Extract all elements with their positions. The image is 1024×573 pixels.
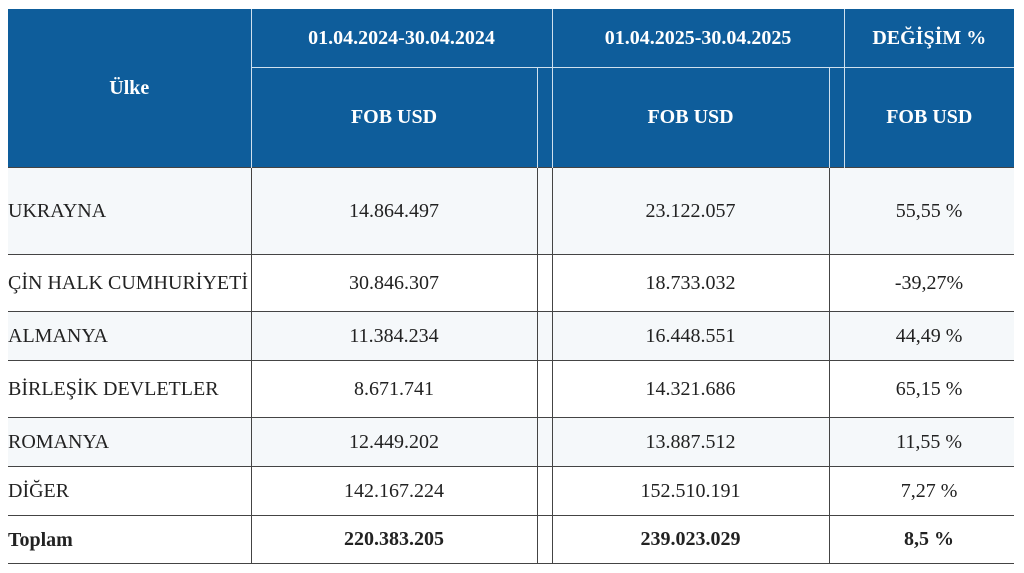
header-fob-2024: FOB USD [250,67,537,168]
header-gap-2 [828,67,845,168]
table-row: ÇİN HALK CUMHURİYETİ 30.846.307 18.733.0… [8,254,1015,312]
value-2025-cell: 23.122.057 [551,167,830,255]
gap-cell [828,311,845,361]
value-2025-cell: 18.733.032 [551,254,830,312]
value-2025-cell: 14.321.686 [551,360,830,418]
header-row-periods: Ülke 01.04.2024-30.04.2024 01.04.2025-30… [8,9,1015,168]
country-cell: ÇİN HALK CUMHURİYETİ [8,254,251,312]
country-cell: DİĞER [8,466,251,516]
value-2025-cell: 16.448.551 [551,311,830,361]
header-change: DEĞİŞİM % [843,9,1015,68]
table-row: DİĞER 142.167.224 152.510.191 7,27 % [8,466,1015,516]
total-row: Toplam 220.383.205 239.023.029 8,5 % [8,515,1015,564]
value-2024-cell: 142.167.224 [250,466,537,516]
header-gap-1 [536,67,553,168]
change-cell: -39,27% [844,254,1015,312]
header-period-2025: 01.04.2025-30.04.2025 [551,9,845,68]
value-2024-cell: 30.846.307 [250,254,537,312]
gap-cell [828,167,845,255]
export-table: Ülke 01.04.2024-30.04.2024 01.04.2025-30… [8,9,1015,564]
country-cell: ROMANYA [8,417,251,467]
header-row-units: FOB USD FOB USD FOB USD [8,67,1015,168]
table-row: BİRLEŞİK DEVLETLER 8.671.741 14.321.686 … [8,360,1015,418]
value-2024-cell: 11.384.234 [250,311,537,361]
total-2025-cell: 239.023.029 [551,515,830,564]
gap-cell [828,515,845,564]
gap-cell [536,417,553,467]
header-period-2024: 01.04.2024-30.04.2024 [250,9,553,68]
gap-cell [536,360,553,418]
table-row: ALMANYA 11.384.234 16.448.551 44,49 % [8,311,1015,361]
total-change-cell: 8,5 % [844,515,1015,564]
change-cell: 7,27 % [844,466,1015,516]
change-cell: 55,55 % [844,167,1015,255]
table-row: ROMANYA 12.449.202 13.887.512 11,55 % [8,417,1015,467]
gap-cell [828,360,845,418]
change-cell: 65,15 % [844,360,1015,418]
gap-cell [536,466,553,516]
country-cell: ALMANYA [8,311,251,361]
change-cell: 11,55 % [844,417,1015,467]
gap-cell [536,167,553,255]
value-2024-cell: 14.864.497 [250,167,537,255]
gap-cell [536,311,553,361]
header-fob-2025: FOB USD [551,67,830,168]
gap-cell [828,466,845,516]
header-fob-change: FOB USD [843,67,1015,168]
gap-cell [536,515,553,564]
change-cell: 44,49 % [844,311,1015,361]
value-2025-cell: 13.887.512 [551,417,830,467]
country-cell: BİRLEŞİK DEVLETLER [8,360,251,418]
total-label: Toplam [8,515,251,564]
value-2024-cell: 12.449.202 [250,417,537,467]
total-2024-cell: 220.383.205 [250,515,537,564]
value-2025-cell: 152.510.191 [551,466,830,516]
header-country: Ülke [8,9,252,168]
gap-cell [536,254,553,312]
value-2024-cell: 8.671.741 [250,360,537,418]
gap-cell [828,417,845,467]
gap-cell [828,254,845,312]
country-cell: UKRAYNA [8,167,251,255]
table-row: UKRAYNA 14.864.497 23.122.057 55,55 % [8,167,1015,255]
